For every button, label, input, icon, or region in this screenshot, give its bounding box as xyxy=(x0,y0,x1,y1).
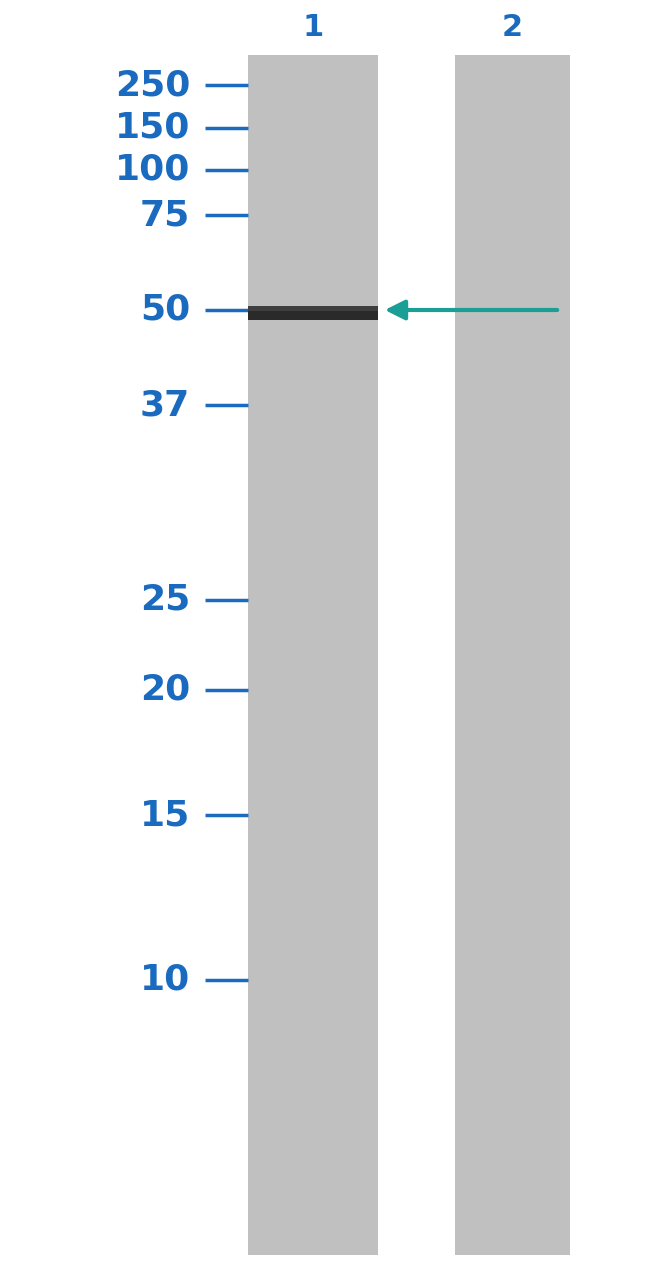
Bar xyxy=(248,55,378,1255)
Text: 2: 2 xyxy=(502,14,523,42)
Bar xyxy=(248,306,378,311)
Text: 25: 25 xyxy=(140,583,190,617)
Bar xyxy=(455,55,570,1255)
Text: 150: 150 xyxy=(114,110,190,145)
Text: 37: 37 xyxy=(140,389,190,422)
Text: 250: 250 xyxy=(114,69,190,102)
Text: 20: 20 xyxy=(140,673,190,707)
Text: 100: 100 xyxy=(114,152,190,187)
Text: 10: 10 xyxy=(140,963,190,997)
Bar xyxy=(248,306,378,320)
Text: 50: 50 xyxy=(140,293,190,326)
Text: 75: 75 xyxy=(140,198,190,232)
Text: 15: 15 xyxy=(140,798,190,832)
Text: 1: 1 xyxy=(302,14,324,42)
